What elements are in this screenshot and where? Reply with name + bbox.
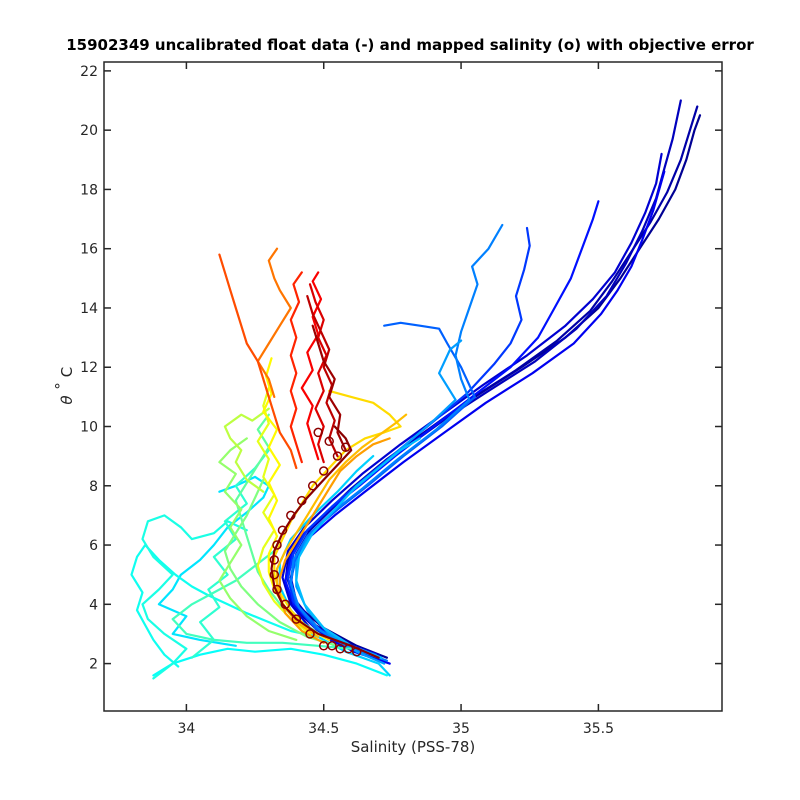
y-tick-label: 8 <box>89 479 98 495</box>
profile-line-14 <box>152 647 388 677</box>
mapped-salinity-point-12 <box>272 540 282 550</box>
mapped-salinity-point-19 <box>340 442 351 453</box>
profile-line-4 <box>281 152 663 659</box>
mapped-salinity-point-13 <box>277 525 288 535</box>
x-axis-label: Salinity (PSS-78) <box>351 738 476 756</box>
mapped-salinity-point-16 <box>307 481 318 491</box>
mapped-salinity-point-10 <box>269 569 280 580</box>
mapped-salinity-point-15 <box>297 495 307 506</box>
profile-line-16 <box>141 514 248 680</box>
y-tick-label: 2 <box>89 657 98 673</box>
mapped-salinity-point-14 <box>286 510 296 521</box>
profile-line-20 <box>223 478 339 647</box>
profile-line-35 <box>270 425 380 659</box>
profile-line-27 <box>278 437 391 644</box>
profile-line-18 <box>171 549 353 650</box>
mapped-salinity-point-20 <box>324 436 334 447</box>
y-axis-label-degree: ° <box>52 382 70 390</box>
plot-area <box>104 62 722 711</box>
mapped-salinity-point-5 <box>351 646 362 657</box>
mapped-salinity-point-7 <box>291 614 302 624</box>
mapped-salinity-point-4 <box>343 644 354 654</box>
x-tick-label: 34.5 <box>308 721 339 737</box>
mapped-salinity-point-11 <box>269 555 280 565</box>
mapped-salinity-point-18 <box>332 451 343 461</box>
y-tick-label: 14 <box>80 301 98 317</box>
profile-line-33 <box>306 295 339 458</box>
profile-line-6 <box>284 200 600 659</box>
profile-line-9 <box>289 223 504 662</box>
profile-line-31 <box>300 271 323 461</box>
profile-line-22 <box>223 407 270 493</box>
profile-line-21 <box>218 437 298 642</box>
y-axis-label-unit: C <box>58 367 76 377</box>
y-tick-label: 12 <box>80 360 98 376</box>
y-axis-label-theta: θ <box>58 395 76 404</box>
mapped-salinity-point-6 <box>305 629 315 639</box>
mapped-salinity-point-9 <box>272 584 282 595</box>
y-tick-label: 20 <box>80 123 98 139</box>
x-tick-label: 34 <box>177 721 195 737</box>
mapped-salinity-point-17 <box>318 466 329 476</box>
profile-line-28 <box>256 247 292 398</box>
x-tick-label: 35.5 <box>583 721 614 737</box>
profile-line-15 <box>130 543 320 668</box>
y-tick-label: 6 <box>89 538 98 554</box>
mapped-salinity-point-8 <box>280 599 291 610</box>
profile-line-19 <box>234 413 325 639</box>
y-tick-label: 16 <box>80 242 98 258</box>
plot-frame <box>103 61 723 712</box>
y-tick-label: 18 <box>80 182 98 198</box>
tick-layer: 34 34.5 35 35.5 2 4 6 8 10 12 14 16 18 20 22 <box>80 62 722 737</box>
profile-line-29 <box>218 253 298 470</box>
profile-line-11 <box>295 437 421 659</box>
chart-title: 15902349 uncalibrated float data (-) and… <box>66 36 754 54</box>
mapped-salinity-point-21 <box>313 427 323 438</box>
profile-line-23 <box>256 386 312 636</box>
y-axis-label: θ ° C <box>52 367 76 405</box>
y-tick-label: 4 <box>89 597 98 613</box>
x-tick-label: 35 <box>452 721 470 737</box>
profile-line-17 <box>190 449 270 659</box>
series-layer <box>130 99 702 680</box>
mapped-salinity-point-2 <box>327 641 337 651</box>
y-tick-label: 22 <box>80 64 98 80</box>
y-tick-label: 10 <box>80 420 98 436</box>
profile-line-30 <box>289 271 303 464</box>
mapped-salinity-markers <box>269 427 362 657</box>
